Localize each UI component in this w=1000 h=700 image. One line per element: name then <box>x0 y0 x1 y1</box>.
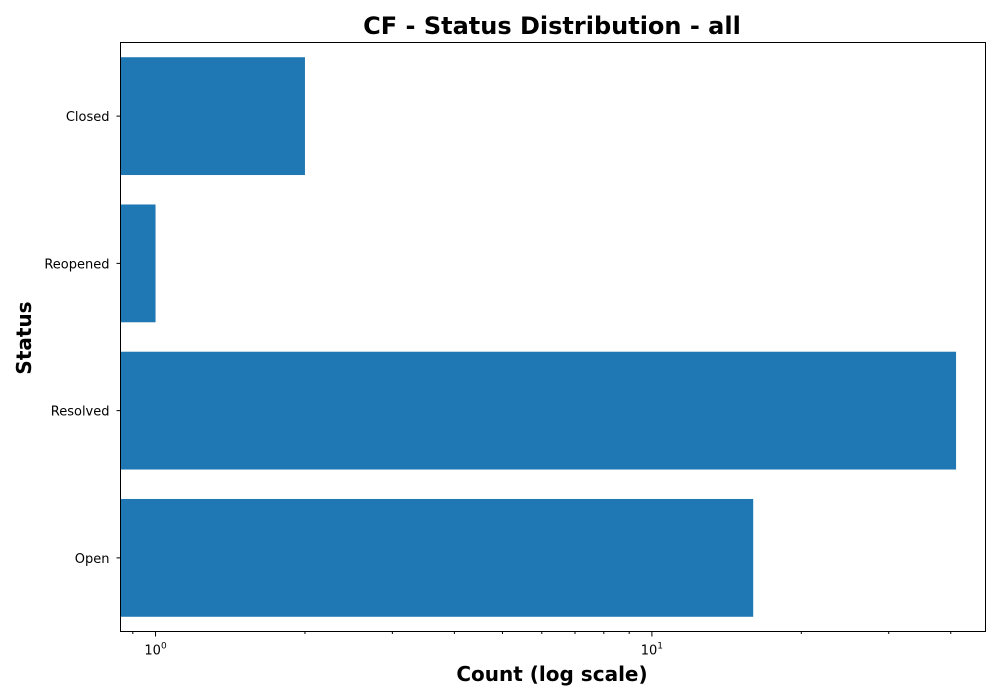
bar-closed <box>120 57 305 176</box>
y-tick-label-resolved: Resolved <box>51 405 110 420</box>
bar-reopened <box>120 204 156 323</box>
x-tick-label: 101 <box>641 642 663 659</box>
bars-group <box>120 57 957 617</box>
y-axis-ticks: Open Resolved Reopened Closed <box>44 110 121 567</box>
y-tick-label-open: Open <box>75 552 110 567</box>
x-tick-label: 100 <box>144 642 167 659</box>
bar-open <box>120 498 754 617</box>
chart-title: CF - Status Distribution - all <box>363 12 741 40</box>
y-tick-label-closed: Closed <box>66 110 110 125</box>
y-tick-label-reopened: Reopened <box>44 257 109 272</box>
x-axis-ticks: 100 101 <box>132 631 952 659</box>
plot-frame <box>120 42 986 632</box>
bar-resolved <box>120 351 957 470</box>
x-axis-label: Count (log scale) <box>456 662 647 686</box>
y-axis-label: Status <box>12 301 36 374</box>
